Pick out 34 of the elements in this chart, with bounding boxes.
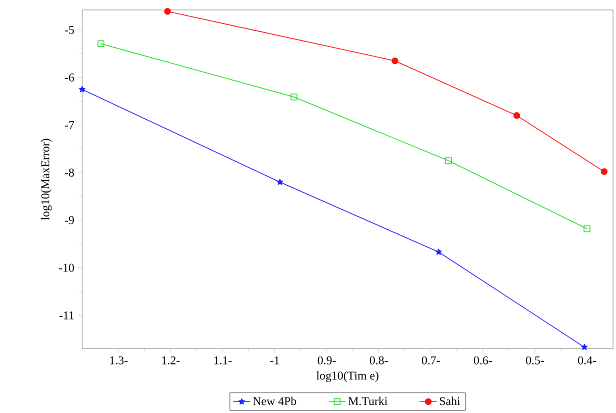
x-tick-label: 0.6- [474, 356, 492, 364]
x-tick-label: 0.4- [578, 356, 596, 364]
y-tick-label: -8 [64, 168, 74, 176]
x-tick-label: 1.3- [110, 356, 128, 364]
point [581, 344, 588, 350]
point [513, 112, 520, 119]
x-tick-label: 1.2- [162, 356, 180, 364]
x-axis-title: log10(Tim e) [316, 371, 378, 382]
point [392, 57, 398, 64]
legend-label: Sahi [440, 396, 460, 405]
legend-label: New 4Pb [252, 396, 296, 405]
y-axis-title: log10(MaxError) [40, 138, 52, 220]
y-tick-label: -10 [58, 264, 74, 272]
x-tick-label: 0.8- [370, 356, 388, 364]
point [600, 168, 608, 175]
x-tick-label: 1.1- [214, 356, 232, 364]
y-tick-label: -11 [59, 311, 74, 320]
point [435, 248, 442, 255]
point [78, 86, 86, 92]
y-tick-label: -9 [64, 216, 74, 224]
y-tick-label: -7 [64, 120, 74, 129]
legend-label: M.Turki [348, 396, 388, 406]
x-tick-label: 0.5- [526, 356, 544, 364]
point [290, 93, 298, 100]
x-tick-label: 0.9- [318, 356, 336, 364]
point [445, 157, 452, 164]
point [584, 225, 590, 232]
x-tick-label: 0.7- [422, 356, 440, 364]
point [164, 8, 171, 15]
point [276, 178, 284, 185]
y-tick-label: -6 [64, 73, 74, 82]
y-tick-label: -5 [64, 26, 74, 34]
point [98, 40, 104, 47]
x-tick-label: -1 [270, 356, 279, 364]
